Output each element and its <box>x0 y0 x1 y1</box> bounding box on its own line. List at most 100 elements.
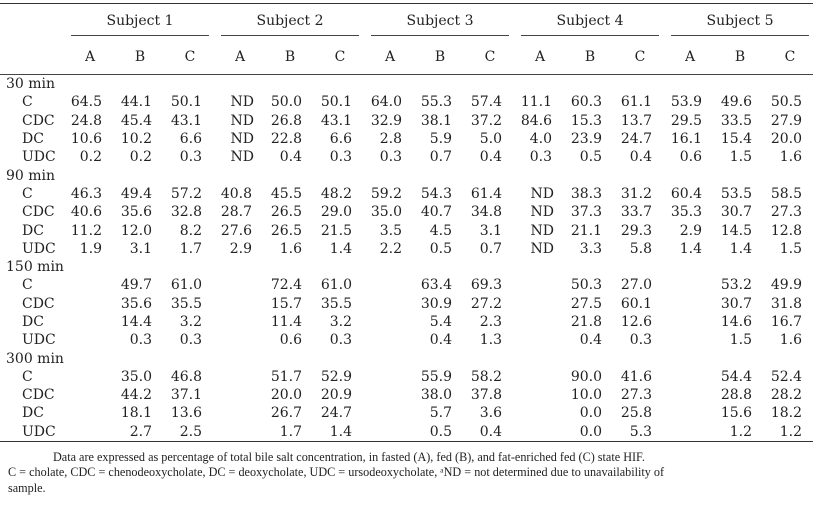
table-cell: 13.6 <box>170 405 202 422</box>
table-cell: 64.0 <box>370 94 402 111</box>
table-cell <box>665 386 715 404</box>
state-header: B <box>584 49 596 65</box>
table-cell: 3.1 <box>479 222 502 239</box>
table-cell <box>515 368 565 386</box>
row-label: C <box>22 94 33 111</box>
table-cell: 32.9 <box>370 112 402 129</box>
table-cell: 2.5 <box>179 423 202 440</box>
row-label: DC <box>22 131 44 148</box>
table-cell: 35.3 <box>670 204 702 221</box>
table-cell: 0.0 <box>579 423 602 440</box>
table-cell: 45.4 <box>120 112 152 129</box>
table-cell: 0.4 <box>479 149 502 166</box>
table-cell: 35.6 <box>120 204 152 221</box>
table-row: CDC 35.6 35.5 15.7 35.5 30.9 27.2 27.5 60.1 30.7 3… <box>0 295 813 313</box>
table-cell: 30.7 <box>720 295 752 312</box>
state-header: A <box>684 49 696 65</box>
table-cell: 24.7 <box>320 405 352 422</box>
table-cell: 3.3 <box>579 240 602 257</box>
table-cell: 6.6 <box>329 131 352 148</box>
table-cell <box>665 368 715 386</box>
table-cell <box>515 295 565 313</box>
table-row: DC 10.6 10.2 6.6 ND 22.8 6.6 2.8 5.9 5.0 4.0 23.9 24… <box>0 130 813 148</box>
table-cell: 5.3 <box>629 423 652 440</box>
table-cell: 53.2 <box>720 277 752 294</box>
table-cell: 21.1 <box>570 222 602 239</box>
table-cell: 6.6 <box>179 131 202 148</box>
table-cell: 15.4 <box>720 131 752 148</box>
table-cell: 18.2 <box>770 405 802 422</box>
table-cell: 3.2 <box>179 314 202 330</box>
table-cell: ND <box>530 204 554 221</box>
table-cell: 60.3 <box>570 94 602 111</box>
table-cell: 27.9 <box>770 112 802 129</box>
table-cell: 1.6 <box>779 332 802 349</box>
table-cell: 35.5 <box>170 295 202 312</box>
table-cell: 28.8 <box>720 387 752 404</box>
table-cell <box>215 423 265 442</box>
table-cell: 3.2 <box>329 314 352 330</box>
table-cell: 5.8 <box>629 240 652 257</box>
table-cell: 0.4 <box>429 332 452 349</box>
row-label: CDC <box>22 295 55 312</box>
table-cell: 49.4 <box>120 185 152 202</box>
table-cell: 0.3 <box>179 149 202 166</box>
table-cell: 51.7 <box>270 368 302 385</box>
table-cell: 50.5 <box>770 94 802 111</box>
table-cell <box>65 423 115 442</box>
table-cell <box>665 313 715 331</box>
row-label: C <box>22 185 33 202</box>
table-cell: 2.9 <box>679 222 702 239</box>
state-header: A <box>534 49 546 65</box>
table-cell: 20.0 <box>770 131 802 148</box>
row-label: UDC <box>22 149 56 166</box>
table-cell: 37.8 <box>470 387 502 404</box>
row-label: UDC <box>22 240 56 257</box>
table-cell: 4.5 <box>429 222 452 239</box>
table-cell: 63.4 <box>420 277 452 294</box>
table-cell: ND <box>230 94 254 111</box>
table-cell: 43.1 <box>170 112 202 129</box>
table-row: C 35.0 46.8 51.7 52.9 55.9 58.2 90.0 41.6 54.4 52.… <box>0 368 813 386</box>
state-header: B <box>284 49 296 65</box>
table-cell <box>215 295 265 313</box>
table-cell: 0.5 <box>429 423 452 440</box>
table-cell: 46.3 <box>70 185 102 202</box>
table-cell: 12.8 <box>770 222 802 239</box>
table-row: DC 18.1 13.6 26.7 24.7 5.7 3.6 0.0 25.8 15.6 18.2 <box>0 404 813 422</box>
state-header: C <box>334 49 346 65</box>
table-cell: 1.7 <box>179 240 202 257</box>
table-cell: 50.3 <box>570 277 602 294</box>
table-cell <box>665 295 715 313</box>
table-cell: 44.2 <box>120 387 152 404</box>
table-cell <box>215 331 265 349</box>
table-cell: 15.7 <box>270 295 302 312</box>
table-cell: 37.3 <box>570 204 602 221</box>
table-cell: 45.5 <box>270 185 302 202</box>
state-header: A <box>384 49 396 65</box>
table-cell: 0.3 <box>629 332 652 349</box>
table-cell: 27.3 <box>620 387 652 404</box>
table-cell: 53.9 <box>670 94 702 111</box>
table-cell: 50.1 <box>320 94 352 111</box>
table-cell <box>65 331 115 349</box>
table-cell: ND <box>230 112 254 129</box>
row-label: C <box>22 277 33 294</box>
table-cell: 40.8 <box>220 185 252 202</box>
table-cell: 1.4 <box>679 240 702 257</box>
table-cell: 34.8 <box>470 204 502 221</box>
table-row: UDC 0.3 0.3 0.6 0.3 0.4 1.3 0.4 0.3 1.5 1.6 <box>0 331 813 349</box>
table-cell: 59.2 <box>370 185 402 202</box>
table-cell: 1.3 <box>479 332 502 349</box>
table-cell: 30.9 <box>420 295 452 312</box>
state-header: C <box>784 49 796 65</box>
table-cell: 49.9 <box>770 277 802 294</box>
table-cell <box>515 276 565 294</box>
table-cell: 69.3 <box>470 277 502 294</box>
table-cell: 22.8 <box>270 131 302 148</box>
subject-header: Subject 3 <box>365 4 515 41</box>
table-cell: 0.0 <box>579 405 602 422</box>
table-cell: 55.9 <box>420 368 452 385</box>
table-cell: 27.0 <box>620 277 652 294</box>
table-cell: 1.2 <box>779 423 802 440</box>
